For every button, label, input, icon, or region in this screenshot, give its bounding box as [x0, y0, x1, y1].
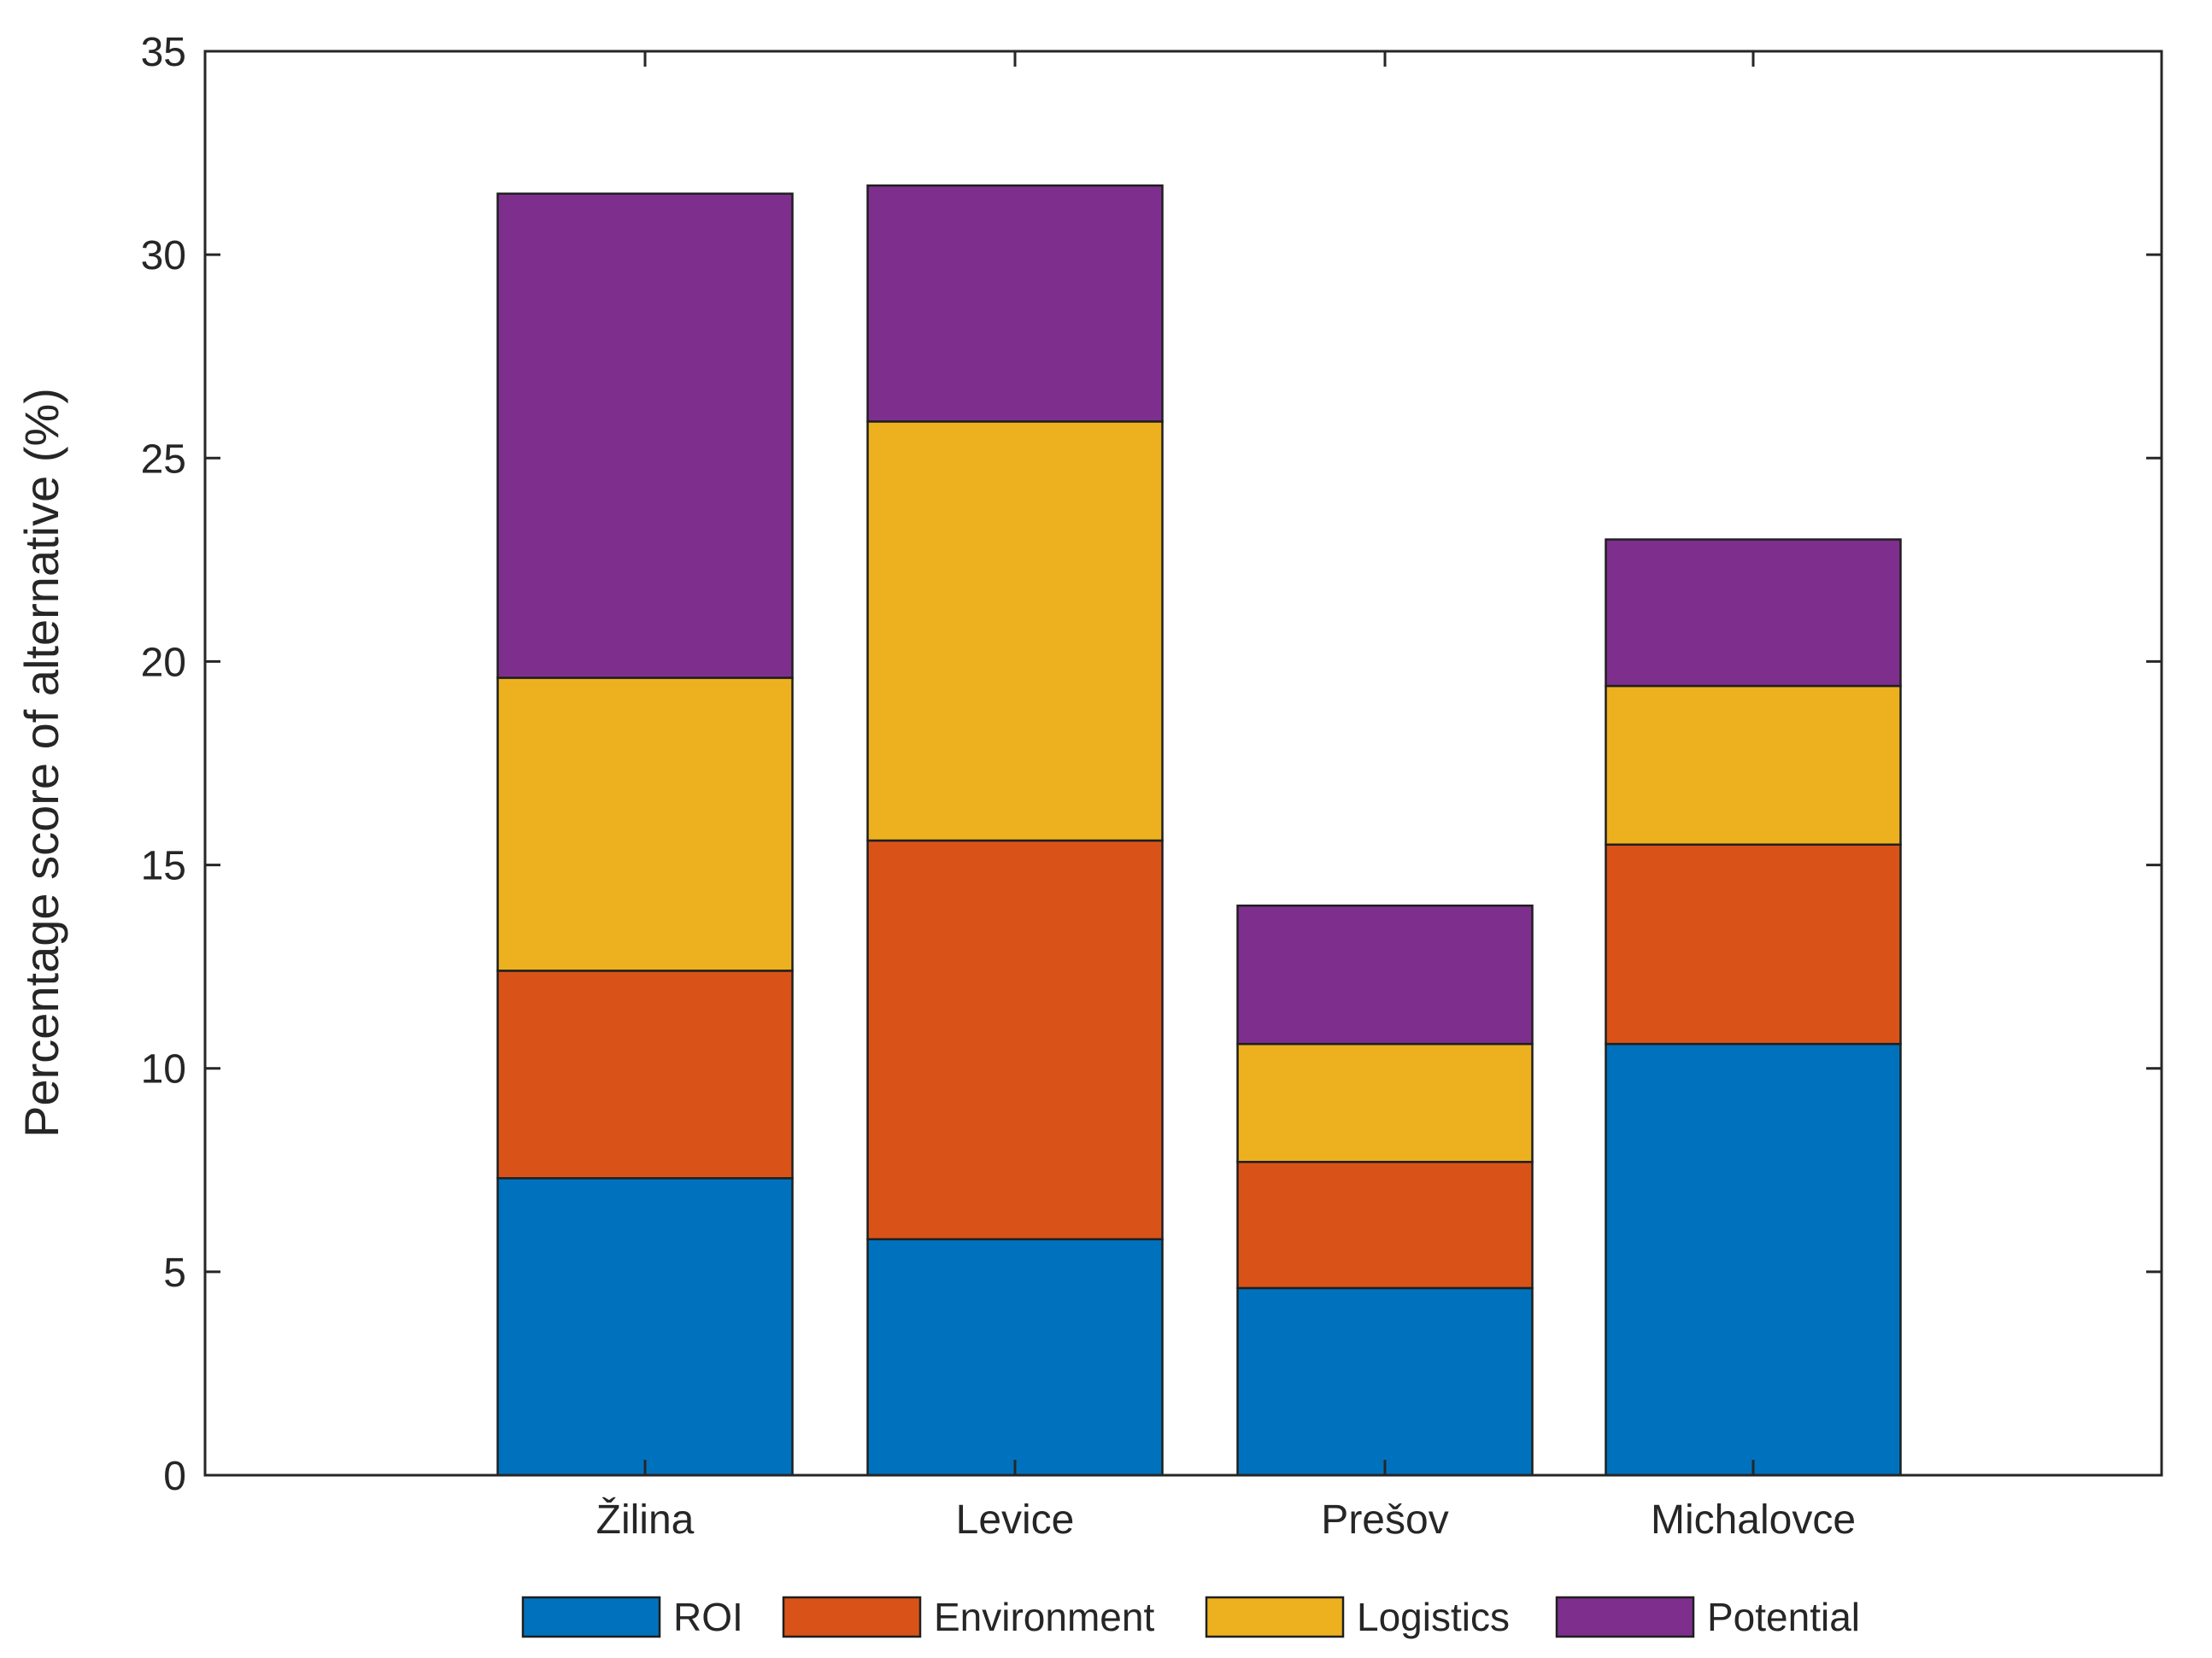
legend-label-roi: ROI — [673, 1595, 743, 1639]
bar-segment-environment-3 — [1605, 843, 1902, 1046]
legend: ROI Environment Logistics Potential — [521, 1595, 1860, 1639]
legend-item-environment: Environment — [782, 1595, 1154, 1639]
legend-swatch-logistics — [1205, 1596, 1345, 1638]
y-tick-label-3: 15 — [141, 844, 186, 889]
bar-stack-1 — [866, 184, 1164, 1477]
legend-swatch-environment — [782, 1596, 922, 1638]
ticks-layer: 0 5 10 15 20 25 30 35 Žilina Levice Prešov Michalov… — [141, 30, 2162, 1543]
y-tick-label-0: 0 — [163, 1454, 186, 1499]
bar-stack-3 — [1605, 538, 1902, 1477]
bar-stack-2 — [1236, 904, 1534, 1477]
y-tick-label-7: 35 — [141, 30, 186, 75]
labels-layer: Percentage score of alternative (%) — [15, 388, 68, 1138]
bar-segment-logistics-1 — [866, 420, 1164, 842]
x-tick-label-2: Prešov — [1321, 1497, 1448, 1543]
bar-segment-environment-1 — [866, 839, 1164, 1241]
x-tick-label-3: Michalovce — [1651, 1497, 1856, 1543]
bar-segment-roi-3 — [1605, 1042, 1902, 1477]
legend-item-roi: ROI — [521, 1595, 743, 1639]
y-tick-label-2: 10 — [141, 1047, 186, 1093]
legend-item-logistics: Logistics — [1205, 1595, 1510, 1639]
legend-swatch-roi — [521, 1596, 661, 1638]
x-tick-label-1: Levice — [956, 1497, 1075, 1543]
legend-label-environment: Environment — [934, 1595, 1154, 1639]
bar-segment-roi-0 — [496, 1177, 794, 1477]
bar-segment-environment-2 — [1236, 1161, 1534, 1290]
bar-segment-potential-1 — [866, 184, 1164, 423]
axes-layer — [203, 50, 2163, 1477]
bar-segment-logistics-3 — [1605, 684, 1902, 847]
bar-segment-environment-0 — [496, 970, 794, 1180]
y-tick-label-1: 5 — [163, 1251, 186, 1296]
bar-stack-0 — [496, 192, 794, 1477]
bar-segment-potential-0 — [496, 192, 794, 679]
legend-label-logistics: Logistics — [1357, 1595, 1510, 1639]
y-axis-title: Percentage score of alternative (%) — [15, 388, 68, 1138]
legend-swatch-potential — [1555, 1596, 1695, 1638]
y-tick-label-5: 25 — [141, 436, 186, 482]
bar-segment-potential-2 — [1236, 904, 1534, 1046]
x-tick-label-0: Žilina — [596, 1497, 695, 1543]
bar-segment-potential-3 — [1605, 538, 1902, 688]
y-tick-label-6: 30 — [141, 233, 186, 278]
legend-label-potential: Potential — [1707, 1595, 1860, 1639]
bar-segment-roi-1 — [866, 1238, 1164, 1477]
bar-segment-logistics-0 — [496, 677, 794, 972]
bar-segment-logistics-2 — [1236, 1042, 1534, 1163]
axes-box — [203, 50, 2163, 1477]
bar-segment-roi-2 — [1236, 1286, 1534, 1477]
bars-layer — [496, 184, 1902, 1477]
legend-item-potential: Potential — [1555, 1595, 1860, 1639]
y-tick-label-4: 20 — [141, 640, 186, 685]
